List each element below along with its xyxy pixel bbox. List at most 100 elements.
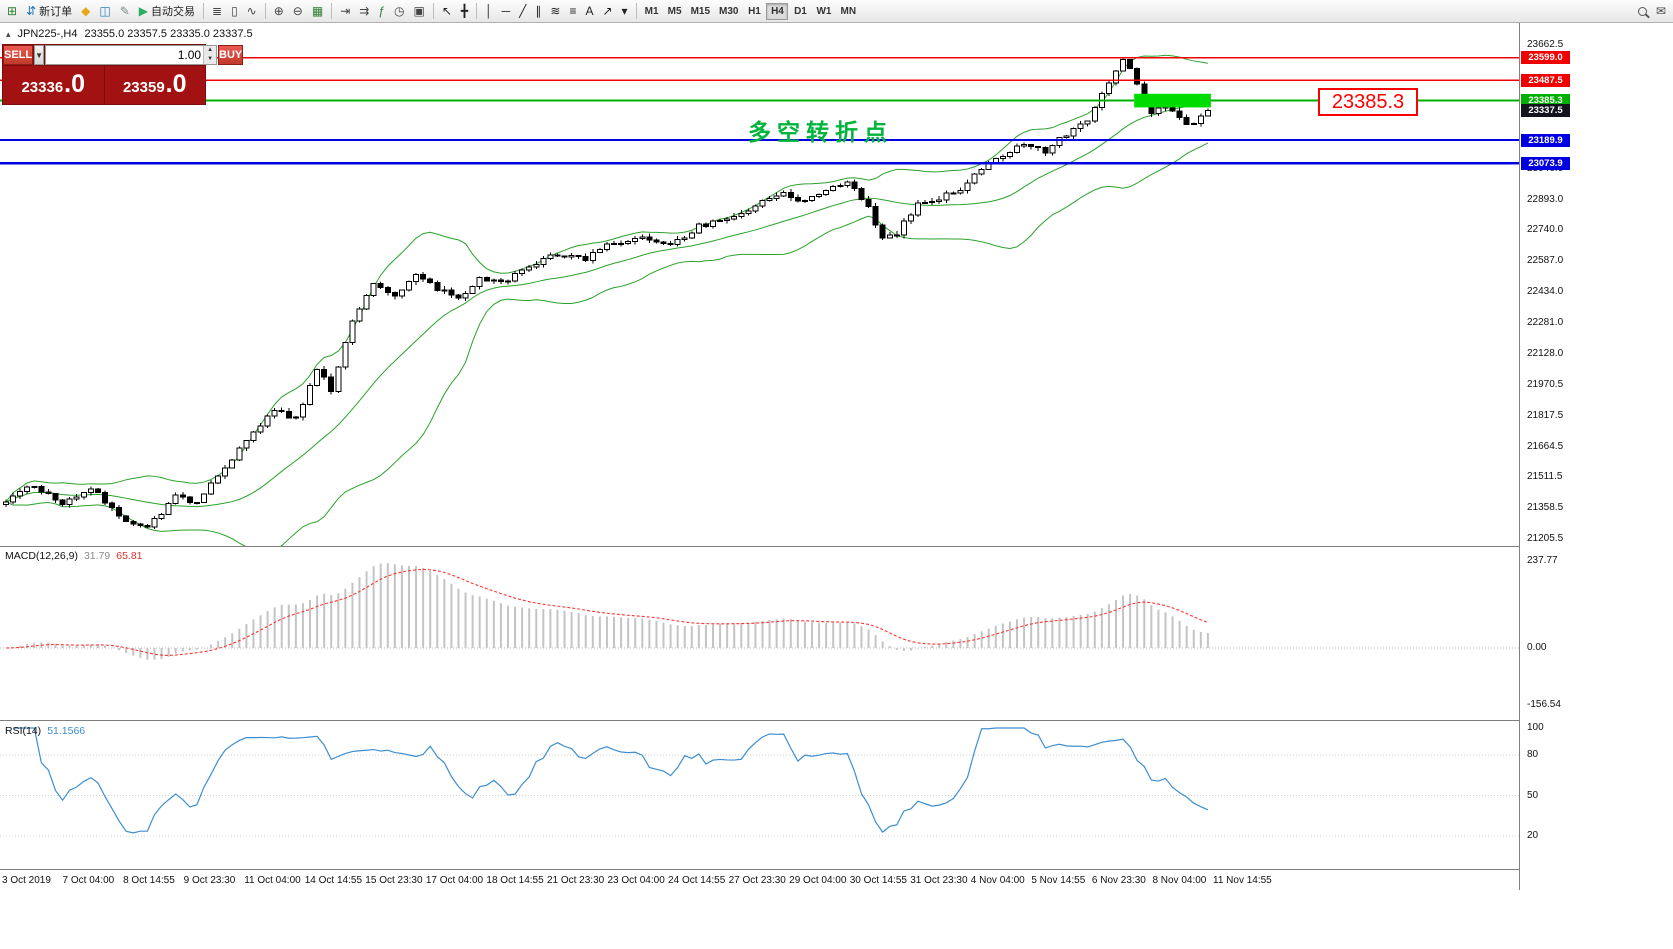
spinner-up-icon[interactable]: ▲ [207, 47, 214, 53]
buy-button[interactable]: BUY [218, 45, 244, 65]
chart-annotation-text[interactable]: 多空转折点 [748, 119, 893, 145]
tf-h1[interactable]: H1 [743, 3, 765, 20]
autotrading-icon: ▶ [138, 4, 148, 18]
candlestick-icon: ▯ [231, 4, 238, 18]
tf-d1[interactable]: D1 [789, 3, 811, 20]
zoom-in-icon: ⊕ [273, 4, 284, 18]
toolbar-separator [432, 3, 434, 19]
price-axis-label: 21511.5 [1527, 471, 1563, 483]
tf-m15[interactable]: M15 [687, 3, 714, 20]
tf-m1-label: M1 [644, 5, 659, 17]
collapse-icon[interactable]: ▴ [6, 28, 11, 39]
time-axis[interactable]: 3 Oct 2019 7 Oct 04:00 8 Oct 14:55 9 Oct 23… [0, 871, 1519, 889]
indicators-button[interactable]: ƒ [374, 2, 389, 21]
time-axis-label: 21 Oct 23:30 [546, 875, 605, 886]
tf-h4[interactable]: H4 [766, 2, 789, 20]
rsi-panel-plot[interactable] [0, 722, 1519, 869]
sell-price[interactable]: 23336.0 [3, 66, 104, 104]
periods-button[interactable]: ◷ [390, 2, 408, 21]
zoom-out-button[interactable]: ⊖ [289, 2, 307, 21]
tf-m5[interactable]: M5 [664, 3, 686, 20]
fibonacci-button[interactable]: ≋ [546, 2, 564, 21]
objects-icon: ▾ [621, 4, 628, 18]
bar-chart-button[interactable]: ≣ [208, 2, 226, 21]
rsi-axis-label: 80 [1527, 749, 1539, 760]
candles [3, 56, 1211, 529]
main-chart-plot[interactable] [0, 23, 1519, 546]
time-axis-label: 5 Nov 14:55 [1031, 875, 1086, 886]
rsi-axis-label: 100 [1527, 722, 1544, 733]
sell-button[interactable]: SELL [3, 45, 34, 65]
toolbar-separator [476, 3, 478, 19]
time-axis-label: 6 Nov 23:30 [1091, 875, 1146, 886]
tf-w1[interactable]: W1 [812, 3, 835, 20]
price-axis-label: 21664.5 [1527, 440, 1564, 452]
search-button[interactable] [1634, 2, 1651, 21]
tf-mn[interactable]: MN [836, 3, 860, 20]
chart-title: ▴ JPN225-,H4 23355.0 23357.5 23335.0 233… [6, 28, 253, 40]
text-button[interactable]: A [581, 2, 597, 21]
volume-input[interactable] [46, 46, 204, 64]
autotrading-button[interactable]: ▶ 自动交易 [135, 2, 199, 21]
highlight-zone[interactable] [1134, 93, 1211, 108]
candlestick-button[interactable]: ▯ [227, 2, 242, 21]
tf-h1-label: H1 [748, 5, 761, 17]
spinner-down-icon[interactable]: ▼ [207, 56, 214, 62]
trendline-button[interactable]: ╱ [515, 2, 530, 21]
price-axis-label: 21205.5 [1527, 533, 1564, 544]
toolbar-separator [635, 3, 637, 19]
horizontal-line-button[interactable]: ─ [498, 2, 515, 21]
favorites-button[interactable]: ◆ [77, 2, 94, 21]
time-axis-label: 31 Oct 23:30 [910, 875, 968, 886]
order-type-dropdown-icon[interactable]: ▼ [34, 45, 45, 65]
price-axis-label: 22128.0 [1527, 347, 1564, 359]
main-macd-divider[interactable] [0, 546, 1673, 547]
tf-w1-label: W1 [816, 5, 832, 17]
price-callout[interactable]: 23385.3 [1318, 88, 1418, 116]
cursor-button[interactable]: ↖ [438, 2, 456, 21]
chart-shift-button[interactable]: ⇥ [336, 2, 354, 21]
new-chart-button[interactable]: ⊞ [3, 2, 21, 21]
metaeditor-button[interactable]: ✎ [116, 2, 134, 21]
price-axis[interactable]: 23662.523046.022893.022740.022587.022434… [1519, 23, 1673, 890]
price-badge: 23487.5 [1521, 73, 1570, 87]
tf-m1[interactable]: M1 [641, 3, 663, 20]
tile-windows-button[interactable]: ▦ [308, 2, 327, 21]
price-badge: 23189.9 [1521, 133, 1570, 147]
chat-icon: ✉ [1655, 4, 1666, 18]
templates-button[interactable]: ▣ [410, 2, 429, 21]
chart-window[interactable]: ▴ JPN225-,H4 23355.0 23357.5 23335.0 233… [0, 23, 1673, 949]
objects-dropdown[interactable]: ▾ [618, 2, 632, 21]
rsi-value: 51.1566 [47, 725, 86, 737]
zoom-in-button[interactable]: ⊕ [270, 2, 288, 21]
time-axis-label: 8 Nov 04:00 [1152, 875, 1207, 886]
price-axis-label: 22740.0 [1527, 224, 1564, 236]
tf-h4-label: H4 [771, 5, 784, 17]
tf-m30[interactable]: M30 [715, 3, 742, 20]
volume-spinner[interactable]: ▲ ▼ [203, 46, 217, 64]
chat-button[interactable]: ✉ [1652, 2, 1670, 21]
terminal-button[interactable]: ◫ [95, 2, 114, 21]
arrows-button[interactable]: ↗ [598, 2, 616, 21]
new-order-button[interactable]: ⇵ 新订单 [22, 2, 76, 21]
cursor-icon: ↖ [441, 4, 452, 18]
price-axis-label: 21970.5 [1527, 379, 1564, 391]
shapes-button[interactable]: ≡ [565, 2, 580, 21]
chart-ohlc: 23355.0 23357.5 23335.0 23337.5 [84, 28, 253, 40]
tf-m30-label: M30 [719, 5, 739, 17]
volume-field[interactable]: ▲▼ [45, 45, 218, 65]
macd-rsi-divider[interactable] [0, 720, 1673, 721]
text-icon: A [585, 4, 594, 18]
rsi-line [13, 727, 1209, 834]
channel-button[interactable]: ∥ [531, 2, 545, 21]
new-chart-icon: ⊞ [7, 4, 18, 18]
line-chart-button[interactable]: ∿ [243, 2, 261, 21]
macd-panel-plot[interactable] [0, 547, 1519, 720]
crosshair-button[interactable]: ╋ [457, 2, 472, 21]
time-axis-label: 14 Oct 14:55 [304, 875, 363, 886]
buy-price[interactable]: 23359.0 [104, 66, 205, 104]
auto-scroll-button[interactable]: ⇉ [355, 2, 373, 21]
macd-axis-label: 237.77 [1527, 554, 1558, 566]
macd-value: 31.79 [83, 550, 111, 562]
vertical-line-button[interactable]: │ [481, 2, 497, 21]
